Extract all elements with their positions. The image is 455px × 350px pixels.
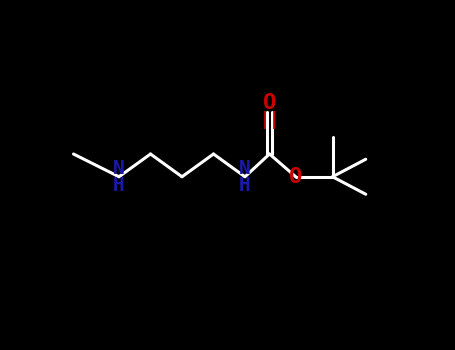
Text: O: O [289,167,303,187]
Text: N: N [239,159,251,177]
Text: O: O [263,93,276,113]
Text: N: N [113,159,125,177]
Text: H: H [113,176,125,195]
Text: ||: || [259,111,279,129]
Text: H: H [239,176,251,195]
